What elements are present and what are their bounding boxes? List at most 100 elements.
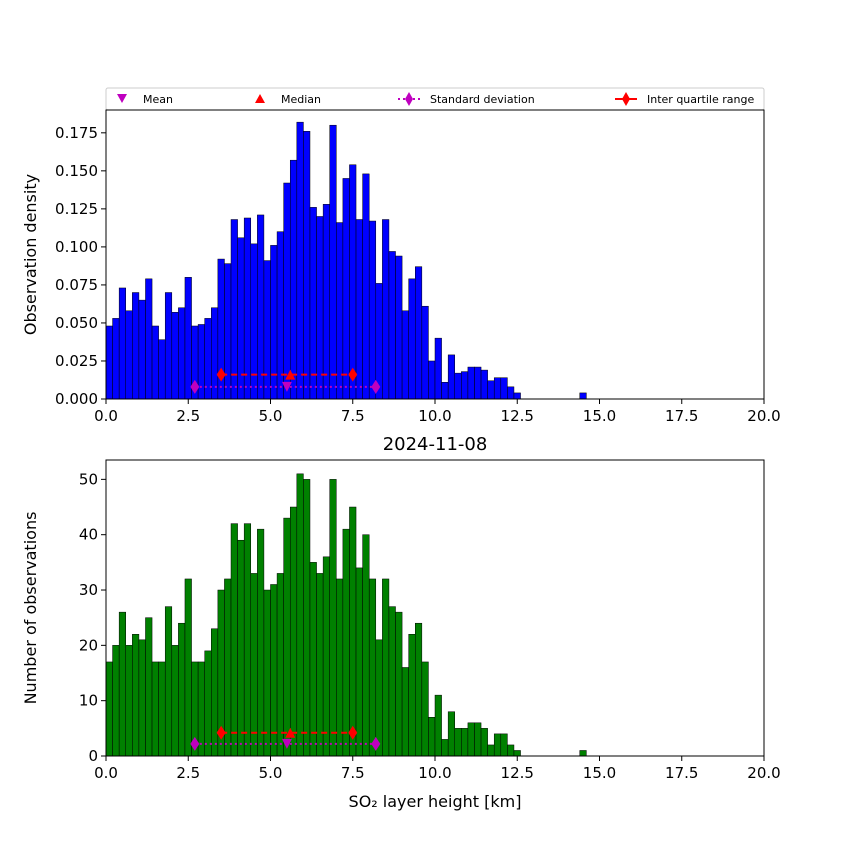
histogram-bar xyxy=(388,606,396,757)
histogram-bar xyxy=(500,377,508,400)
y-tick-label: 0.075 xyxy=(55,276,98,294)
y-tick-label: 40 xyxy=(79,526,98,544)
histogram-bar xyxy=(283,182,291,400)
x-tick-label: 12.5 xyxy=(501,407,534,425)
histogram-bar xyxy=(270,245,278,400)
histogram-bar xyxy=(408,634,416,757)
y-tick-label: 0.150 xyxy=(55,162,98,180)
histogram-bar xyxy=(421,661,429,757)
histogram-bar xyxy=(296,473,304,757)
mean-marker xyxy=(281,381,292,392)
histogram-bar xyxy=(132,292,140,400)
x-tick-label: 5.0 xyxy=(259,407,283,425)
histogram-bar xyxy=(276,573,284,757)
histogram-bar xyxy=(461,728,469,757)
histogram-bar xyxy=(283,517,291,757)
histogram-bar xyxy=(316,573,324,757)
histogram-bar xyxy=(415,622,423,757)
histogram-bar xyxy=(493,733,502,757)
histogram-bar xyxy=(309,562,317,757)
count-histogram: 0.0 2.5 5.0 7.5 10.0 12.5 15.0 17.5 20.0 0 10 20 30 4… xyxy=(21,434,781,811)
x-tick-label: 15.0 xyxy=(583,407,616,425)
x-tick-label: 2.5 xyxy=(176,764,200,782)
histogram-bar xyxy=(507,744,515,757)
histogram-bar xyxy=(316,216,324,400)
histogram-bar xyxy=(447,354,455,400)
histogram-bar xyxy=(322,204,330,400)
histogram-bar xyxy=(211,628,219,757)
histogram-bar xyxy=(493,377,502,400)
legend-entry-median: Median xyxy=(255,93,321,106)
histogram-bar xyxy=(171,645,179,757)
histogram-bar xyxy=(303,131,311,400)
std-marker xyxy=(190,736,200,751)
x-tick-label: 17.5 xyxy=(665,407,698,425)
histogram-bar xyxy=(415,266,423,400)
x-tick-label: 5.0 xyxy=(259,764,283,782)
iqr-marker-icon xyxy=(622,92,630,106)
std-marker xyxy=(371,736,381,751)
histogram-bar xyxy=(434,694,442,757)
y-tick-label: 0.000 xyxy=(55,390,98,408)
histogram-bar xyxy=(487,380,495,400)
y-tick-label: 20 xyxy=(79,636,98,654)
histogram-bar xyxy=(579,750,587,757)
histogram-bar xyxy=(382,578,390,757)
histogram-bar xyxy=(336,222,344,400)
legend-label-std: Standard deviation xyxy=(430,93,535,106)
y-axis-label: Number of observations xyxy=(21,512,40,705)
histogram-bar xyxy=(447,711,455,757)
y-tick-label: 50 xyxy=(79,470,98,488)
histogram-bar xyxy=(132,634,140,757)
legend-entry-mean: Mean xyxy=(117,93,173,106)
histogram-bar xyxy=(125,310,133,400)
histogram-bar xyxy=(362,534,370,757)
histogram-bar xyxy=(303,479,311,757)
histogram-bar xyxy=(355,219,363,400)
legend-entry-iqr: Inter quartile range xyxy=(615,92,754,106)
histogram-bar xyxy=(178,622,186,757)
legend-entry-std: Standard deviation xyxy=(398,92,535,106)
x-tick-label: 2.5 xyxy=(176,407,200,425)
histogram-bar xyxy=(329,124,337,400)
histogram-bar xyxy=(322,556,330,757)
histogram-bar xyxy=(224,578,232,757)
histogram-bar xyxy=(289,159,298,400)
histogram-bar xyxy=(118,287,126,400)
histogram-bar xyxy=(467,366,475,400)
x-tick-label: 7.5 xyxy=(341,764,365,782)
histogram-bar xyxy=(289,506,298,757)
x-tick-label: 0.0 xyxy=(94,407,118,425)
y-tick-label: 0.125 xyxy=(55,200,98,218)
histogram-bar xyxy=(487,744,495,757)
x-tick-label: 20.0 xyxy=(747,407,780,425)
y-tick-label: 10 xyxy=(79,692,98,710)
mean-marker-icon xyxy=(117,94,127,103)
histogram-bar xyxy=(342,178,350,400)
histogram-bar xyxy=(395,611,403,757)
x-tick-label: 7.5 xyxy=(341,407,365,425)
histogram-bar xyxy=(309,207,317,400)
x-axis-label: SO₂ layer height [km] xyxy=(349,792,522,811)
histogram-bar xyxy=(257,214,265,400)
histogram-bar xyxy=(513,392,521,400)
histogram-bar xyxy=(362,173,370,400)
histogram-bar xyxy=(421,305,429,400)
histogram-bar xyxy=(237,539,245,757)
legend-label-iqr: Inter quartile range xyxy=(647,93,754,106)
iqr-marker xyxy=(216,367,226,382)
chart-title: 2024-11-08 xyxy=(383,434,488,455)
histogram-bar xyxy=(263,589,271,757)
median-marker xyxy=(285,369,296,380)
y-tick-label: 30 xyxy=(79,581,98,599)
histogram-bar xyxy=(296,121,304,400)
histogram-bar xyxy=(454,372,462,400)
histogram-bar xyxy=(184,578,192,757)
histogram-bar xyxy=(461,371,469,400)
histogram-bar xyxy=(105,661,113,757)
histogram-bar xyxy=(507,386,515,400)
histogram-bar xyxy=(151,325,159,400)
histogram-bar xyxy=(164,292,173,400)
histogram-bar xyxy=(474,366,482,400)
